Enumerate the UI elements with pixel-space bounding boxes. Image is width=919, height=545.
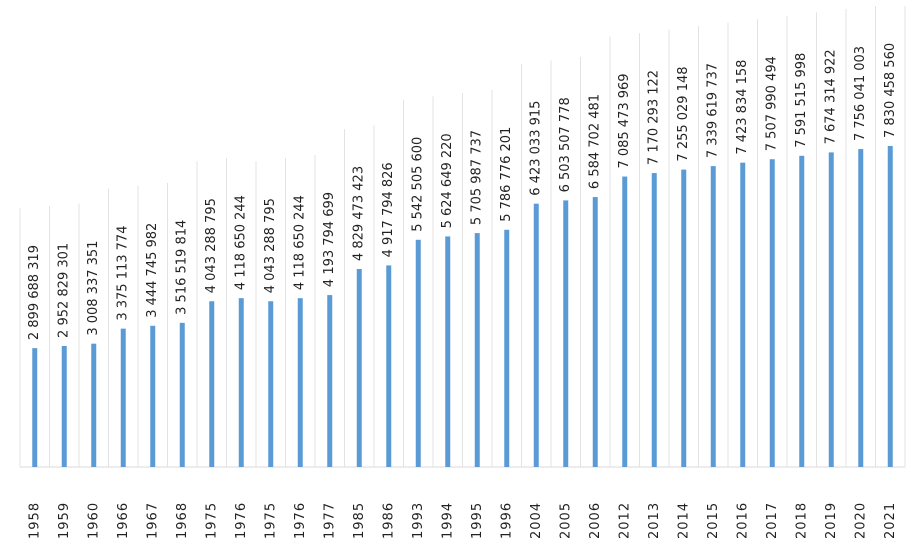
data-label: 6 423 033 915 — [529, 101, 544, 196]
x-tick-label: 1995 — [470, 502, 485, 539]
data-label: 4 118 650 244 — [293, 195, 308, 290]
x-tick-label: 1975 — [204, 502, 219, 539]
x-tick-label: 1976 — [234, 502, 249, 539]
bar — [563, 200, 569, 467]
x-tick-label: 2012 — [617, 502, 632, 539]
data-label: 4 829 473 423 — [352, 166, 367, 261]
x-tick-label: 1958 — [27, 502, 42, 539]
bar — [651, 173, 657, 467]
bar — [209, 301, 215, 467]
bar — [268, 301, 274, 467]
data-label: 7 507 990 494 — [765, 56, 780, 151]
x-tick-label: 2016 — [735, 502, 750, 539]
data-label: 7 170 293 122 — [647, 70, 662, 165]
bar — [32, 348, 38, 467]
data-label: 3 516 519 814 — [175, 220, 190, 315]
bar — [858, 149, 864, 467]
bar — [356, 269, 362, 467]
bar — [179, 322, 185, 467]
data-label: 7 339 619 737 — [706, 63, 721, 158]
data-label: 7 423 834 158 — [735, 60, 750, 155]
x-tick-label: 2005 — [558, 502, 573, 539]
x-tick-label: 2004 — [529, 502, 544, 539]
data-label: 3 008 337 351 — [86, 241, 101, 336]
x-tick-label: 1975 — [263, 502, 278, 539]
data-label: 2 899 688 319 — [27, 245, 42, 340]
bar — [740, 162, 746, 467]
data-label: 7 830 458 560 — [883, 43, 898, 138]
bar — [710, 166, 716, 467]
x-tick-label: 1993 — [411, 502, 426, 539]
bar — [887, 146, 893, 467]
bar — [150, 325, 156, 467]
x-tick-label: 2006 — [588, 502, 603, 539]
data-label: 7 674 314 922 — [824, 49, 839, 144]
bar — [327, 295, 333, 467]
bar — [238, 298, 244, 467]
x-tick-label: 1966 — [116, 502, 131, 539]
bar — [504, 229, 510, 467]
x-tick-label: 1996 — [499, 502, 514, 539]
x-tick-label: 1968 — [175, 502, 190, 539]
bar — [474, 233, 480, 467]
x-tick-label: 2021 — [883, 502, 898, 539]
bar — [622, 176, 628, 467]
bar — [828, 152, 834, 467]
data-label: 3 444 745 982 — [145, 223, 160, 318]
data-label: 3 375 113 774 — [116, 226, 131, 321]
bar — [386, 265, 392, 467]
data-label: 4 043 288 795 — [263, 198, 278, 293]
data-label: 4 118 650 244 — [234, 195, 249, 290]
data-label: 4 917 794 826 — [381, 162, 396, 257]
bar — [297, 298, 303, 467]
data-label: 7 255 029 148 — [676, 66, 691, 161]
data-label: 4 193 794 699 — [322, 192, 337, 287]
bar — [533, 203, 539, 468]
data-label: 7 591 515 998 — [794, 53, 809, 148]
x-tick-label: 2014 — [676, 502, 691, 539]
x-tick-label: 1967 — [145, 502, 160, 539]
data-label: 5 786 776 201 — [499, 127, 514, 222]
x-tick-label: 1960 — [86, 502, 101, 539]
data-label: 5 542 505 600 — [411, 137, 426, 232]
bar — [799, 155, 805, 467]
x-tick-label: 2018 — [794, 502, 809, 539]
x-tick-label: 2020 — [853, 502, 868, 539]
bar — [415, 239, 421, 467]
x-tick-label: 1959 — [57, 502, 72, 539]
data-label: 2 952 829 301 — [57, 243, 72, 338]
x-tick-label: 2019 — [824, 502, 839, 539]
data-label: 6 503 507 778 — [558, 97, 573, 192]
data-label: 7 085 473 969 — [617, 73, 632, 168]
data-label: 7 756 041 003 — [853, 46, 868, 141]
x-tick-label: 1994 — [440, 502, 455, 539]
bar — [681, 169, 687, 467]
x-tick-label: 2015 — [706, 502, 721, 539]
bar — [61, 345, 67, 467]
x-tick-label: 2013 — [647, 502, 662, 539]
x-tick-label: 1976 — [293, 502, 308, 539]
x-tick-label: 1986 — [381, 502, 396, 539]
x-tick-label: 1985 — [352, 502, 367, 539]
data-label: 5 705 987 737 — [470, 130, 485, 225]
bar — [91, 343, 97, 467]
data-label: 4 043 288 795 — [204, 198, 219, 293]
x-tick-label: 2017 — [765, 502, 780, 539]
data-label: 6 584 702 481 — [588, 94, 603, 189]
x-tick-label: 1977 — [322, 502, 337, 539]
bar — [769, 159, 775, 467]
bar — [120, 328, 126, 467]
data-label: 5 624 649 220 — [440, 133, 455, 228]
bar — [592, 197, 598, 467]
bar — [445, 236, 451, 467]
